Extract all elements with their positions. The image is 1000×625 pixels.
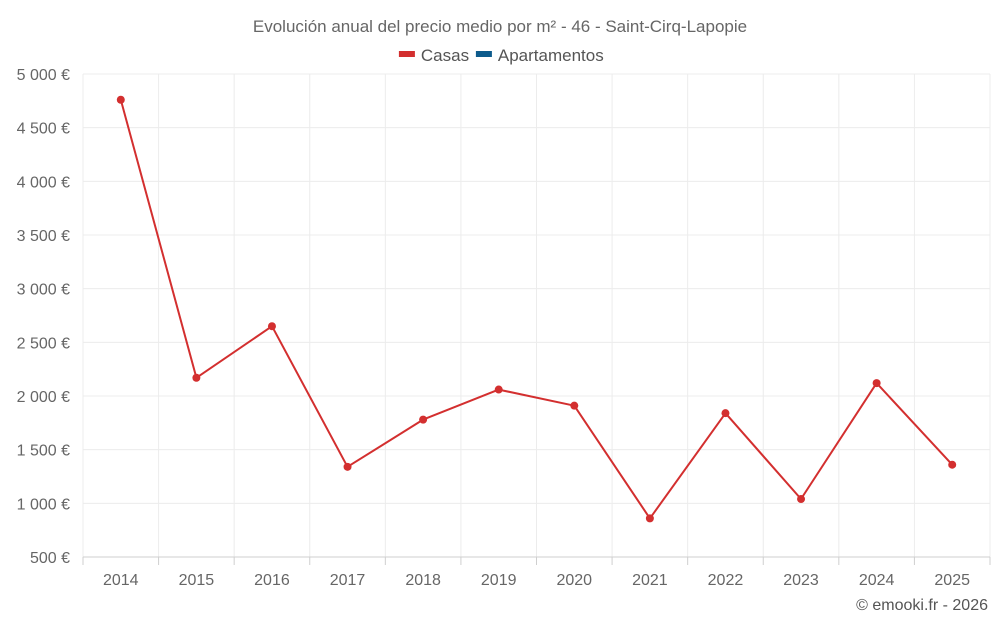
y-tick-label: 2 000 € bbox=[17, 389, 70, 406]
data-point bbox=[948, 460, 957, 469]
data-point bbox=[419, 415, 428, 424]
y-tick-label: 1 000 € bbox=[17, 496, 70, 513]
y-tick-label: 4 500 € bbox=[17, 121, 70, 138]
credit-text: © emooki.fr - 2026 bbox=[856, 597, 988, 614]
x-tick-label: 2020 bbox=[556, 572, 592, 589]
x-tick-label: 2022 bbox=[708, 572, 744, 589]
data-point bbox=[267, 322, 276, 331]
data-point bbox=[570, 401, 579, 410]
chart-title: Evolución anual del precio medio por m² … bbox=[253, 17, 747, 36]
y-tick-label: 5 000 € bbox=[17, 67, 70, 84]
y-axis-ticks: 500 € 1 000 € 1 500 € 2 000 € 2 500 € 3 000 €… bbox=[17, 67, 70, 567]
y-tick-label: 3 000 € bbox=[17, 282, 70, 299]
data-point bbox=[343, 462, 352, 471]
data-point bbox=[645, 514, 654, 523]
x-tick-label: 2017 bbox=[330, 572, 366, 589]
series-layer bbox=[116, 95, 957, 523]
x-tick-label: 2015 bbox=[179, 572, 215, 589]
x-tick-label: 2019 bbox=[481, 572, 517, 589]
x-tick-label: 2018 bbox=[405, 572, 441, 589]
x-tick-label: 2014 bbox=[103, 572, 139, 589]
legend-swatch-casas bbox=[398, 51, 415, 57]
data-point bbox=[494, 385, 503, 394]
data-point bbox=[721, 409, 730, 418]
legend-label-casas: Casas bbox=[421, 46, 469, 65]
y-tick-label: 3 500 € bbox=[17, 228, 70, 245]
y-tick-label: 2 500 € bbox=[17, 335, 70, 352]
x-tick-label: 2025 bbox=[934, 572, 970, 589]
y-tick-label: 4 000 € bbox=[17, 174, 70, 191]
x-axis-ticks: 2014 2015 2016 2017 2018 2019 2020 2021 2022 2023… bbox=[82, 557, 991, 589]
x-gridlines bbox=[82, 74, 991, 557]
data-point bbox=[797, 495, 806, 504]
x-tick-label: 2024 bbox=[859, 572, 895, 589]
legend: Casas Apartamentos bbox=[398, 46, 604, 65]
y-tick-label: 500 € bbox=[30, 550, 70, 567]
legend-swatch-apartamentos bbox=[475, 51, 492, 57]
data-point bbox=[116, 95, 125, 104]
legend-label-apartamentos: Apartamentos bbox=[498, 46, 604, 65]
x-tick-label: 2021 bbox=[632, 572, 668, 589]
series-line-casas bbox=[119, 99, 953, 520]
data-point bbox=[872, 379, 881, 388]
y-tick-label: 1 500 € bbox=[17, 443, 70, 460]
x-tick-label: 2023 bbox=[783, 572, 819, 589]
data-point bbox=[192, 373, 201, 382]
x-tick-label: 2016 bbox=[254, 572, 290, 589]
